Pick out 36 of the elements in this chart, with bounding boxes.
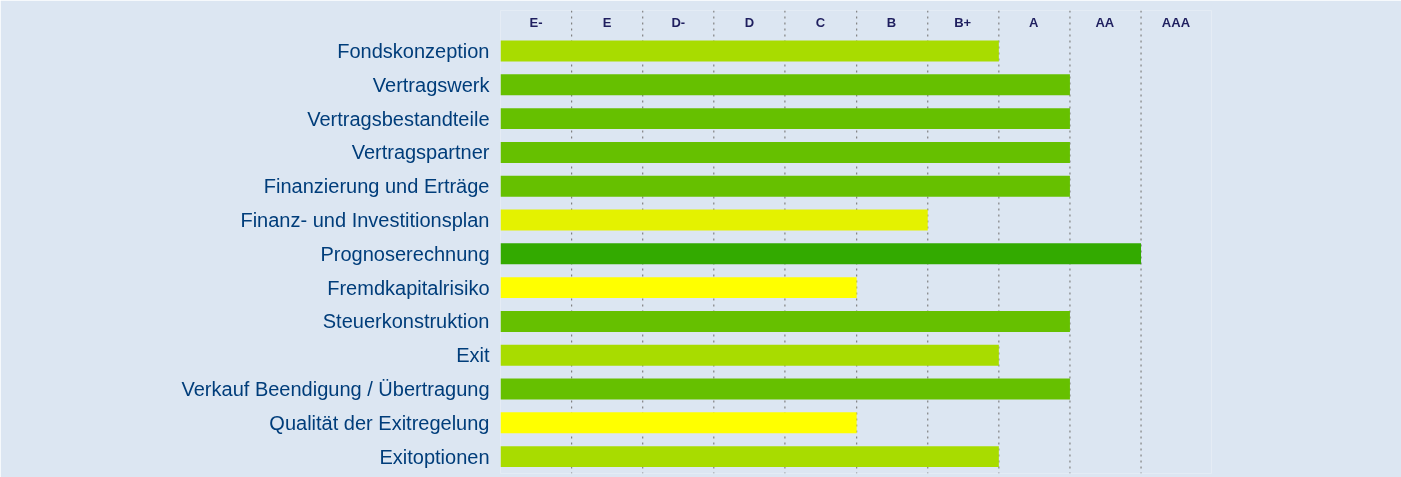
- y-tick-label: Fremdkapitalrisiko: [327, 276, 490, 299]
- annotation: D: [744, 14, 755, 30]
- y-tick-label: Steuerkonstruktion: [322, 310, 490, 333]
- y-tick-label: Vertragswerk: [372, 73, 491, 96]
- annotation: AA: [1095, 14, 1115, 30]
- bar: [500, 446, 999, 468]
- y-tick-label: Vertragsbestandteile: [307, 107, 490, 130]
- y-tick-label: Prognoserechnung: [320, 242, 490, 265]
- annotation: E-: [529, 14, 543, 30]
- y-tick-label: Vertragspartner: [351, 141, 490, 164]
- bar: [500, 108, 1070, 130]
- annotation: A: [1029, 14, 1040, 30]
- bar: [500, 277, 857, 299]
- y-tick-label: Finanz- und Investitionsplan: [240, 209, 490, 232]
- text: AAA: [1161, 14, 1191, 30]
- bar: [500, 344, 999, 366]
- bar: [500, 209, 928, 231]
- bar: [500, 74, 1070, 96]
- annotation: C: [815, 14, 826, 30]
- bar: [500, 243, 1142, 265]
- y-tick-label: Finanzierung und Erträge: [263, 175, 490, 198]
- bar: [500, 378, 1070, 400]
- bar: [500, 40, 999, 62]
- bar: [500, 310, 1070, 332]
- y-tick-label: Qualität der Exitregelung: [269, 411, 490, 434]
- y-tick-label: Verkauf Beendigung / Übertragung: [181, 378, 490, 401]
- bar: [500, 141, 1070, 163]
- y-tick-label: Fondskonzeption: [337, 40, 490, 63]
- bar: [500, 412, 857, 434]
- annotation: B+: [954, 14, 972, 30]
- bar: [500, 175, 1070, 197]
- y-tick-label: Exitoptionen: [379, 445, 490, 468]
- annotation: B: [886, 14, 897, 30]
- y-tick-label: Exit: [456, 344, 490, 367]
- annotation: D-: [671, 14, 686, 30]
- annotation: E: [602, 14, 612, 30]
